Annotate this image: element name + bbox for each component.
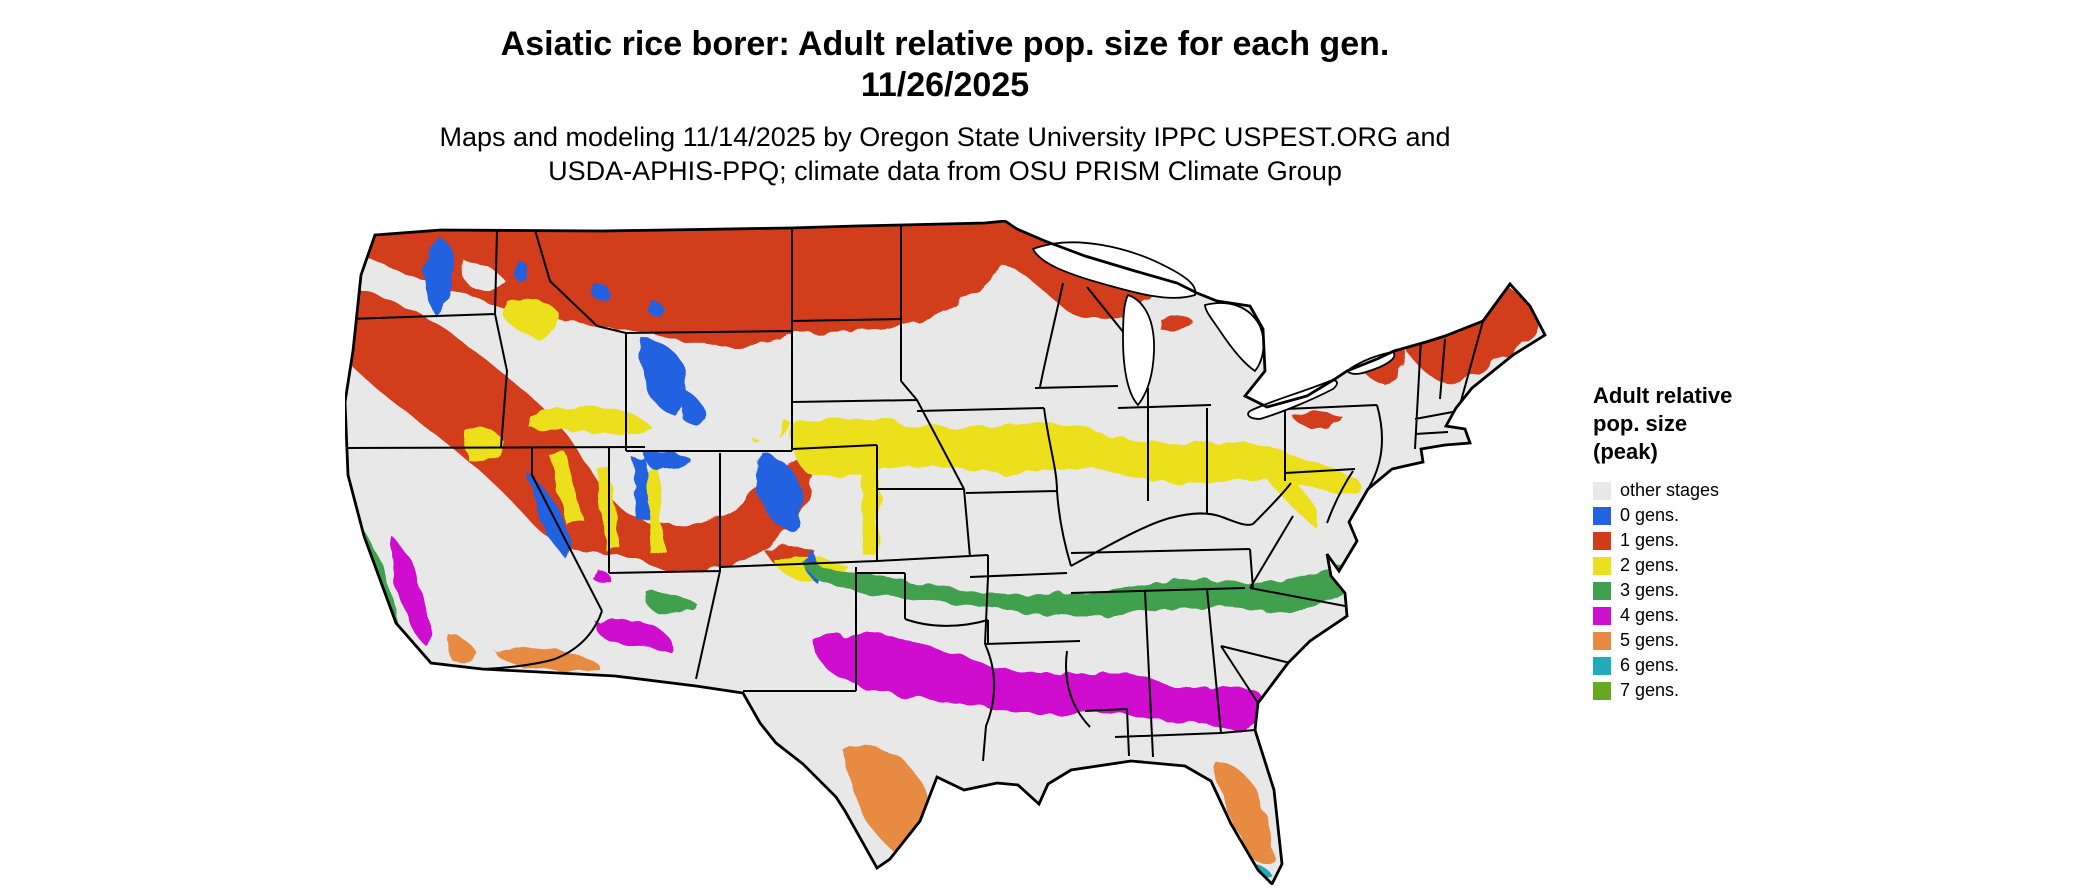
legend-title-line2: pop. size xyxy=(1593,411,1688,436)
lake-michigan xyxy=(1122,293,1155,407)
legend-swatch-other xyxy=(1593,481,1611,500)
legend-item: 2 gens. xyxy=(1593,553,1833,578)
legend-item: 5 gens. xyxy=(1593,628,1833,653)
us-generations-map xyxy=(343,219,1557,886)
legend-item-label: 3 gens. xyxy=(1620,580,1680,600)
generation-regions xyxy=(345,221,1539,879)
legend-item-label: 2 gens. xyxy=(1620,555,1680,575)
legend-item-label: 5 gens. xyxy=(1620,630,1680,650)
legend-swatch-g5 xyxy=(1593,631,1611,650)
legend-items: other stages 0 gens. 1 gens. 2 gens. 3 gens.… xyxy=(1593,478,1833,703)
legend-swatch-g7 xyxy=(1593,681,1611,700)
legend-item-label: 1 gens. xyxy=(1620,530,1680,550)
legend-title: Adult relative pop. size (peak) xyxy=(1593,382,1833,466)
legend-item-label: 7 gens. xyxy=(1620,680,1680,700)
regions-5-gen xyxy=(446,634,1275,863)
legend-title-line1: Adult relative xyxy=(1593,383,1733,408)
legend-item: 3 gens. xyxy=(1593,578,1833,603)
legend-item-label: other stages xyxy=(1620,480,1720,500)
legend-item: 4 gens. xyxy=(1593,603,1833,628)
regions-other-stages-patches xyxy=(463,261,785,444)
legend-swatch-g1 xyxy=(1593,531,1611,550)
legend-item: 0 gens. xyxy=(1593,503,1833,528)
map-subtitle-line1: Maps and modeling 11/14/2025 by Oregon S… xyxy=(439,122,1451,152)
legend-item-label: 4 gens. xyxy=(1620,605,1680,625)
legend-swatch-g4 xyxy=(1593,606,1611,625)
map-subtitle: Maps and modeling 11/14/2025 by Oregon S… xyxy=(0,120,1890,188)
lake-superior xyxy=(1031,241,1197,299)
legend-swatch-g6 xyxy=(1593,656,1611,675)
legend-title-line3: (peak) xyxy=(1593,439,1658,464)
regions-6-gen xyxy=(881,859,1273,879)
map-title-date: 11/26/2025 xyxy=(860,66,1030,104)
legend-item-label: 6 gens. xyxy=(1620,655,1680,675)
legend-swatch-g3 xyxy=(1593,581,1611,600)
legend-item: 7 gens. xyxy=(1593,678,1833,703)
legend-swatch-g2 xyxy=(1593,556,1611,575)
map-title: Asiatic rice borer: Adult relative pop. … xyxy=(0,24,1890,106)
legend-item: other stages xyxy=(1593,478,1833,503)
map-title-line1: Asiatic rice borer: Adult relative pop. … xyxy=(500,25,1390,63)
legend-item: 1 gens. xyxy=(1593,528,1833,553)
map-legend: Adult relative pop. size (peak) other st… xyxy=(1593,382,1833,703)
legend-item: 6 gens. xyxy=(1593,653,1833,678)
map-subtitle-line2: USDA-APHIS-PPQ; climate data from OSU PR… xyxy=(548,156,1342,186)
state-borders xyxy=(345,225,1484,762)
lake-huron xyxy=(1204,302,1265,373)
us-map-svg xyxy=(343,219,1547,886)
legend-item-label: 0 gens. xyxy=(1620,505,1680,525)
legend-swatch-g0 xyxy=(1593,506,1611,525)
